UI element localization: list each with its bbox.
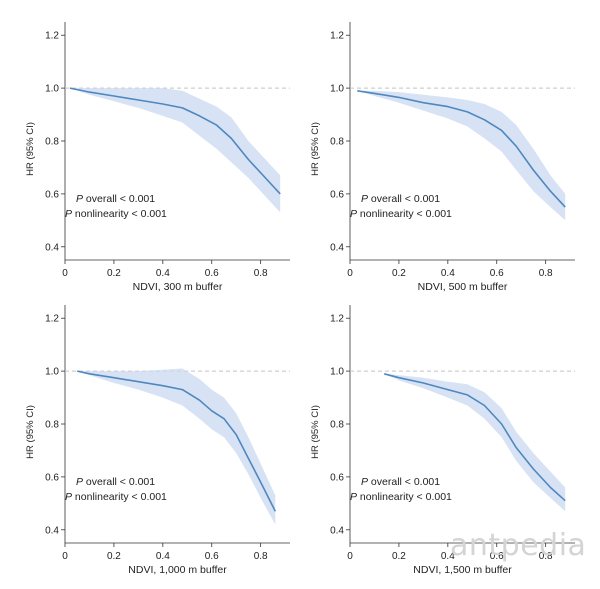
y-tick-label: 0.8 (330, 137, 344, 148)
x-tick-label: 0.8 (254, 268, 268, 279)
x-tick-label: 0.2 (107, 268, 121, 279)
y-axis-label: HR (95% CI) (25, 122, 36, 176)
p-nonlinearity-annotation: P nonlinearity < 0.001 (350, 491, 452, 503)
y-tick-label: 0.6 (330, 472, 344, 483)
watermark: antpedia (450, 528, 587, 563)
x-tick-label: 0.8 (539, 551, 553, 562)
confidence-band (384, 373, 566, 512)
confidence-band (357, 90, 566, 221)
y-tick-label: 0.8 (45, 137, 59, 148)
p-nonlinearity-annotation: P nonlinearity < 0.001 (65, 208, 167, 220)
x-axis-label: NDVI, 1,500 m buffer (413, 564, 512, 576)
confidence-band (77, 368, 276, 525)
hr-line (69, 87, 281, 195)
y-tick-label: 1.2 (45, 31, 59, 42)
p-overall-annotation: P overall < 0.001 (76, 193, 155, 205)
y-axis-label: HR (95% CI) (310, 405, 321, 459)
chart-panel-4: 0.4 0.6 0.8 1.0 1.2 0 0.2 0.4 0.6 0.8 NDVI, 1,500 … (310, 305, 575, 576)
y-axis-label: HR (95% CI) (310, 122, 321, 176)
p-overall-annotation: P overall < 0.001 (361, 193, 440, 205)
x-axis-label: NDVI, 500 m buffer (418, 281, 508, 293)
y-tick-label: 1.2 (45, 314, 59, 325)
confidence-band (69, 88, 281, 213)
y-tick-label: 1.2 (330, 31, 344, 42)
p-overall-annotation: P overall < 0.001 (361, 476, 440, 488)
x-tick-label: 0.6 (490, 551, 504, 562)
chart-panel-2: 0.4 0.6 0.8 1.0 1.2 0 0.2 0.4 0.6 0.8 NDVI, 500 m … (310, 22, 575, 293)
x-tick-label: 0.6 (205, 551, 219, 562)
x-tick-label: 0 (62, 268, 68, 279)
y-tick-label: 0.4 (45, 242, 59, 253)
x-tick-label: 0 (62, 551, 68, 562)
x-tick-label: 0.4 (156, 268, 170, 279)
y-tick-label: 0.4 (45, 525, 59, 536)
x-tick-label: 0.8 (254, 551, 268, 562)
y-tick-label: 0.8 (330, 420, 344, 431)
x-tick-label: 0.4 (441, 268, 455, 279)
y-tick-label: 1.0 (330, 84, 344, 95)
x-tick-label: 0 (347, 268, 353, 279)
x-tick-label: 0.4 (441, 551, 455, 562)
y-tick-label: 1.0 (330, 367, 344, 378)
x-tick-label: 0.6 (490, 268, 504, 279)
x-tick-label: 0 (347, 551, 353, 562)
x-tick-label: 0.2 (392, 551, 406, 562)
chart-panel-3: 0.4 0.6 0.8 1.0 1.2 0 0.2 0.4 0.6 0.8 NDVI, 1,000 … (25, 305, 290, 576)
y-tick-label: 1.0 (45, 367, 59, 378)
p-overall-annotation: P overall < 0.001 (76, 476, 155, 488)
y-tick-label: 1.0 (45, 84, 59, 95)
y-tick-label: 0.4 (330, 525, 344, 536)
y-tick-label: 0.6 (330, 189, 344, 200)
y-axis-label: HR (95% CI) (25, 405, 36, 459)
y-tick-label: 0.8 (45, 420, 59, 431)
hr-line (383, 373, 566, 502)
hr-line (357, 90, 566, 208)
y-tick-label: 1.2 (330, 314, 344, 325)
x-tick-label: 0.2 (392, 268, 406, 279)
x-tick-label: 0.2 (107, 551, 121, 562)
y-tick-label: 0.6 (45, 189, 59, 200)
x-tick-label: 0.8 (539, 268, 553, 279)
chart-panel-1: 0.4 0.6 0.8 1.0 1.2 0 0.2 0.4 0.6 0.8 NDVI, 300 m … (25, 22, 290, 293)
p-nonlinearity-annotation: P nonlinearity < 0.001 (350, 208, 452, 220)
hr-line (77, 370, 277, 512)
x-tick-label: 0.6 (205, 268, 219, 279)
x-tick-label: 0.4 (156, 551, 170, 562)
x-axis-label: NDVI, 300 m buffer (133, 281, 223, 293)
y-tick-label: 0.4 (330, 242, 344, 253)
p-nonlinearity-annotation: P nonlinearity < 0.001 (65, 491, 167, 503)
y-tick-label: 0.6 (45, 472, 59, 483)
x-axis-label: NDVI, 1,000 m buffer (128, 564, 227, 576)
